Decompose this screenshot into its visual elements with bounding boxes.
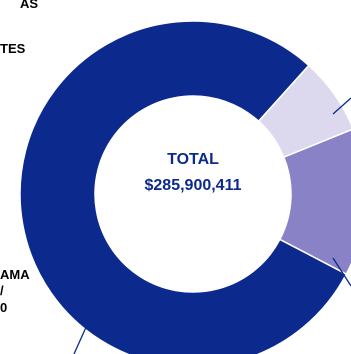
label-fragment-tes: TES	[0, 41, 26, 56]
label-fragment-slash: /	[0, 283, 4, 298]
label-fragment-as: AS	[20, 0, 39, 11]
donut-slice-1	[257, 64, 351, 159]
center-value: $285,900,411	[145, 177, 242, 194]
donut-slice-3	[19, 20, 348, 354]
leader-line-slice-2	[332, 257, 351, 287]
leader-line-slice-1	[332, 97, 351, 115]
leader-lines	[73, 97, 351, 354]
leader-line-slice-3	[73, 304, 97, 354]
center-label: TOTAL	[167, 151, 219, 168]
label-fragment-zero: 0	[0, 300, 8, 315]
slices-group	[19, 20, 351, 354]
label-fragment-ama: AMA	[0, 267, 30, 282]
